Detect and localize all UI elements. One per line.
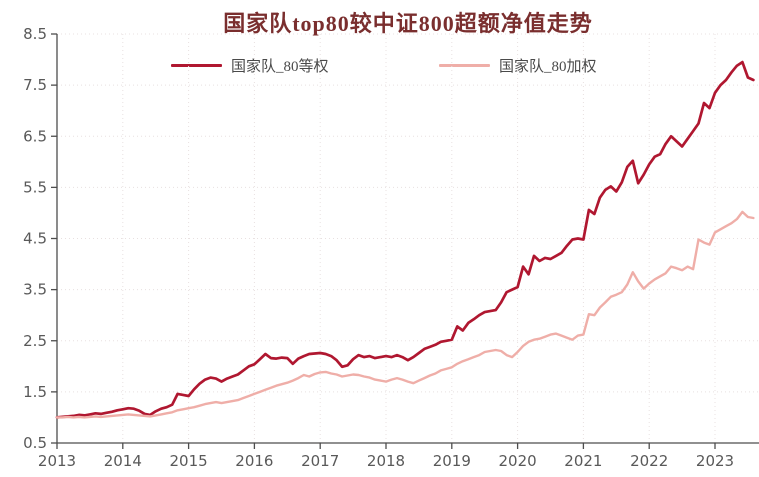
x-tick-label: 2015 <box>170 452 208 470</box>
x-tick-label: 2019 <box>433 452 471 470</box>
x-tick-label: 2014 <box>104 452 142 470</box>
x-tick-label: 2023 <box>696 452 734 470</box>
y-tick-label: 3.5 <box>23 281 47 299</box>
y-tick-label: 4.5 <box>23 230 47 248</box>
x-tick-label: 2013 <box>38 452 76 470</box>
series-line-weighted <box>55 210 755 419</box>
x-tick-label: 2018 <box>367 452 405 470</box>
y-tick-label: 6.5 <box>23 127 47 145</box>
x-tick-label: 2020 <box>499 452 537 470</box>
legend-item-equal-weight: 国家队_80等权 <box>171 55 329 75</box>
y-tick-label: 7.5 <box>23 76 47 94</box>
series-line-equal-weight <box>55 60 755 419</box>
legend: 国家队_80等权 国家队_80加权 <box>0 55 759 75</box>
chart-title: 国家队top80较中证800超额净值走势 <box>223 11 593 36</box>
x-tick-label: 2016 <box>235 452 273 470</box>
x-tick-label: 2021 <box>564 452 602 470</box>
x-tick-label: 2017 <box>301 452 339 470</box>
equal-weight-line-swatch <box>171 63 222 67</box>
x-tick-label: 2022 <box>630 452 668 470</box>
y-tick-label: 2.5 <box>23 332 47 350</box>
y-tick-label: 5.5 <box>23 178 47 196</box>
weighted-line-swatch <box>439 63 490 67</box>
y-tick-label: 8.5 <box>23 25 47 43</box>
legend-label-weighted: 国家队_80加权 <box>499 58 597 75</box>
y-tick-label: 0.5 <box>23 434 47 452</box>
y-tick-label: 1.5 <box>23 383 47 401</box>
legend-label-equal-weight: 国家队_80等权 <box>231 58 329 75</box>
legend-item-weighted: 国家队_80加权 <box>439 55 597 75</box>
